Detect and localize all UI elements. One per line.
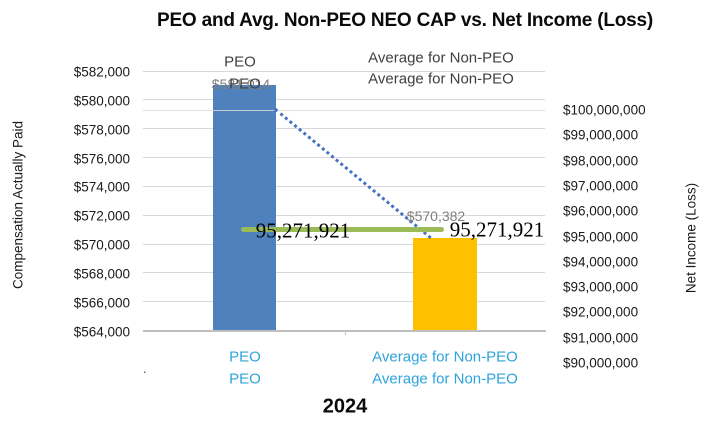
right-axis-tick-label: $90,000,000 — [563, 355, 639, 371]
left-axis-tick-label: $568,000 — [73, 266, 130, 282]
net-income-line[interactable] — [241, 227, 444, 233]
secondary-gridline — [143, 110, 545, 111]
x-axis-line — [143, 330, 546, 332]
right-axis-tick-label: $98,000,000 — [563, 153, 639, 169]
net-income-label-right: 95,271,921 — [449, 217, 545, 242]
right-axis-tick-label: $91,000,000 — [563, 330, 639, 346]
left-axis-tick-label: $566,000 — [73, 295, 130, 311]
gridline — [143, 128, 545, 130]
right-axis-tick-label: $93,000,000 — [563, 279, 639, 295]
left-axis-tick-label: $570,000 — [73, 237, 130, 253]
gridline — [143, 185, 545, 187]
right-axis-tick-label: $94,000,000 — [563, 254, 639, 270]
right-axis-tick-label: $100,000,000 — [563, 102, 646, 118]
gridline — [143, 99, 545, 101]
gridline — [143, 243, 545, 245]
gridline — [143, 272, 545, 274]
left-axis-tick-label: $582,000 — [73, 64, 130, 80]
bar-peo[interactable] — [213, 84, 276, 330]
chart-title: PEO and Avg. Non-PEO NEO CAP vs. Net Inc… — [156, 10, 654, 31]
x-axis-group-label: 2024 — [322, 395, 368, 418]
right-axis-tick-label: $99,000,000 — [563, 127, 639, 143]
left-axis-tick-label: $576,000 — [73, 151, 130, 166]
bar-nonpeo[interactable] — [413, 237, 477, 330]
bar-nonpeo-value-label: $570,382 — [406, 208, 466, 224]
right-axis-tick-label: $95,000,000 — [563, 229, 639, 244]
gridline — [143, 214, 545, 216]
left-axis-tick-label: $572,000 — [73, 208, 130, 224]
right-axis-tick-label: $97,000,000 — [563, 178, 639, 194]
bar-peo-value-label: $581,014 — [211, 76, 271, 92]
x-axis-tick — [345, 330, 346, 335]
left-axis-title: Compensation Actually Paid — [10, 120, 26, 290]
net-income-label-left: 95,271,921 — [255, 218, 351, 243]
gridline — [143, 157, 545, 158]
top-label-nonpeo-2: Average for Non-PEO — [368, 70, 514, 88]
category-label-nonpeo-1: Average for Non-PEO — [372, 348, 518, 366]
gridline — [143, 70, 545, 72]
right-axis-title: Net Income (Loss) — [683, 182, 699, 294]
left-axis-tick-label: $578,000 — [73, 122, 130, 138]
right-axis-tick-label: $96,000,000 — [563, 203, 639, 219]
top-label-peo-2: PEO — [229, 75, 261, 93]
category-label-nonpeo-2: Average for Non-PEO — [372, 370, 518, 388]
left-axis-tick-label: $564,000 — [73, 324, 130, 339]
left-axis-tick-label: $580,000 — [73, 93, 130, 109]
right-axis-tick-label: $92,000,000 — [563, 304, 639, 320]
top-label-peo-1: PEO — [224, 53, 256, 71]
gridline — [143, 301, 545, 303]
stray-dot: . — [143, 361, 147, 376]
top-label-nonpeo-1: Average for Non-PEO — [368, 49, 514, 67]
category-label-peo-1: PEO — [229, 348, 261, 366]
left-axis-tick-label: $574,000 — [73, 179, 130, 195]
category-label-peo-2: PEO — [229, 370, 261, 388]
